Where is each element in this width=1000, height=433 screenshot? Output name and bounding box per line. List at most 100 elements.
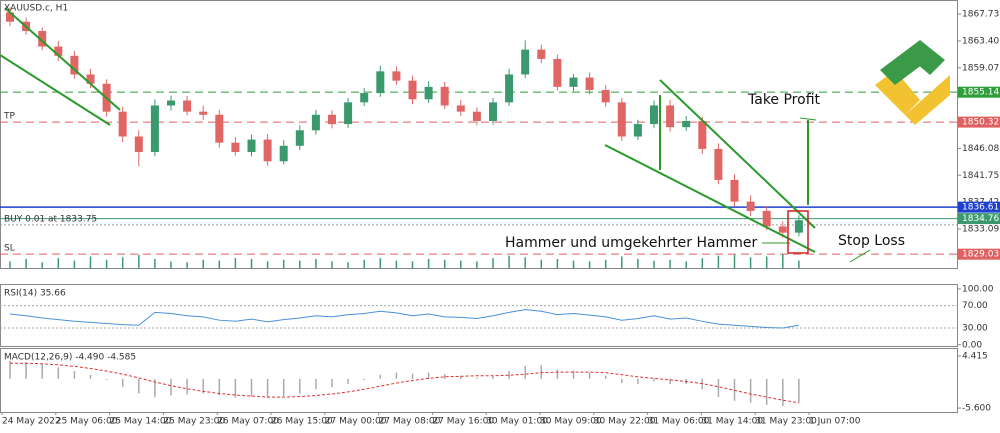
level-price-box [958,86,1000,98]
logo-part [905,75,950,125]
logo-part [910,40,945,75]
macd-panel [0,348,958,413]
rsi-title: RSI(14) 35.66 [4,289,66,299]
candle-body [279,145,288,162]
y-tick-label: 1863.40 [962,36,999,46]
candle-body [215,114,224,143]
candle-body [344,102,353,125]
candle-body [311,114,320,131]
candle-body [456,105,465,112]
candle-body [617,102,626,137]
x-tick-label: 25 May 23:00 [163,417,225,427]
candle-body [794,220,803,233]
candle-body [505,74,514,103]
candle-body [263,139,272,162]
candle-body [231,142,240,152]
x-tick-label: 27 May 00:00 [325,417,387,427]
y-tick-label: -5.600 [962,404,991,414]
trend-line [0,54,111,126]
level-name: TP [3,112,15,122]
level-price: 1834.76 [962,214,999,224]
level-name: BUY 0.01 at 1833.75 [4,214,97,224]
y-tick-label: 100.00 [962,284,994,294]
annotation: Hammer und umgekehrter Hammer [505,235,757,251]
level-name: SL [4,244,15,254]
candle-body [778,226,787,233]
candle-body [585,77,594,90]
candle-body [247,139,256,152]
candle-body [489,102,497,121]
x-tick-label: 26 May 07:00 [217,417,279,427]
candle-body [472,111,481,121]
candle-body [295,130,304,146]
x-tick-label: 25 May 14:00 [110,417,172,427]
candle-body [392,71,401,81]
level-price-box [958,213,1000,225]
macd-signal [10,362,799,404]
candle-body [521,49,530,75]
level-price: 1850.32 [962,118,999,128]
candle-body [650,105,658,125]
x-tick-label: 31 May 23:00 [755,417,817,427]
arrow [799,117,817,121]
candle-body [86,74,95,84]
logo [875,40,950,125]
logo-part [875,70,920,115]
x-tick-label: 27 May 08:00 [379,417,441,427]
x-tick-label: 1 Jun 07:00 [809,417,861,427]
x-tick-label: 27 May 16:00 [432,417,494,427]
rsi-line [9,309,799,329]
candle-body [553,58,562,87]
candle-body [746,201,755,211]
window-title: XAUUSD.c, H1 [4,4,68,14]
level-price: 1836.61 [962,203,999,213]
candle-body [183,100,192,112]
candle-body [167,100,175,106]
x-tick-label: 26 May 15:00 [271,417,333,427]
y-tick-label: 1833.09 [962,224,999,234]
candle-body [633,124,642,137]
marks: 1867.731863.401859.071846.081841.751837.… [0,7,1000,427]
candle-body [118,111,127,137]
candle-body [70,55,79,75]
price-panel [0,0,958,269]
y-tick-label: 1867.73 [962,10,999,20]
level-price: 1829.03 [962,250,999,260]
candle-body [150,105,159,152]
x-tick-label: 30 May 09:00 [540,417,602,427]
y-tick-label: 1841.75 [962,171,999,181]
candle-body [360,93,369,103]
candle-body [762,210,771,227]
candle-body [54,46,63,56]
y-tick-label: 1846.08 [962,144,999,154]
candle-body [730,179,739,202]
candle-body [698,120,707,149]
candle-body [328,114,336,125]
candle-body [666,105,675,128]
y-tick-label: 4.415 [962,351,988,361]
arrow [849,249,871,263]
trend-line [604,144,816,253]
candle-body [376,71,385,94]
level-price-box [958,201,1000,213]
y-tick-label: 1859.07 [962,63,999,73]
candle-body [440,86,449,106]
candle-body [569,77,578,87]
candle-body [38,31,47,47]
x-tick-label: 24 May 2022 [2,417,61,427]
rsi-panel [0,284,958,347]
annotation: Stop Loss [838,233,905,249]
candle-body [682,120,691,128]
level-price-box [958,116,1000,128]
drawings [0,7,871,263]
y-tick-label: 70.00 [962,301,988,311]
candle-body [6,12,14,22]
y-tick-label: 0.00 [962,340,982,350]
x-tick-label: 31 May 06:00 [648,417,710,427]
x-tick-label: 25 May 06:00 [56,417,118,427]
trend-line [4,7,121,111]
x-tick-label: 30 May 01:00 [486,417,548,427]
candle-body [134,136,143,152]
